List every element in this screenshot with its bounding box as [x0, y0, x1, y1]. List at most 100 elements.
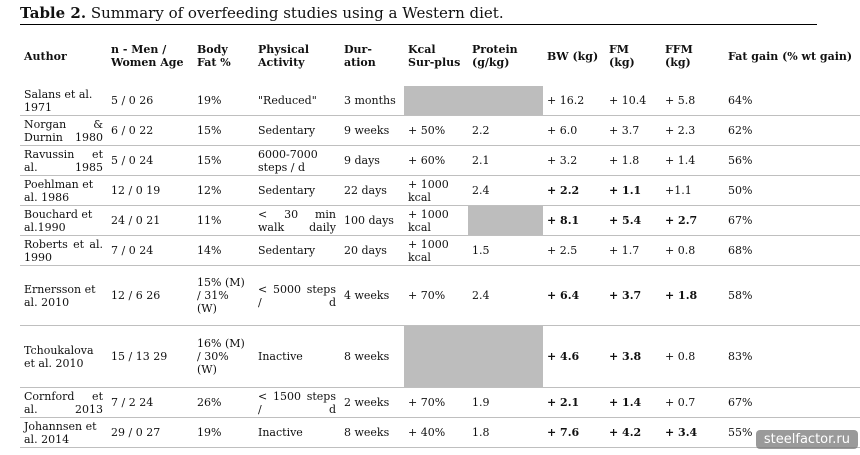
cell-bw: + 2.5 — [543, 235, 605, 266]
cell-ffm: + 3.4 — [661, 417, 724, 448]
cell-n: 7 / 2 24 — [107, 387, 193, 418]
table-row: Ernersson et al. 2010 12 / 6 26 15% (M) … — [20, 265, 860, 326]
cell-ffm: + 0.7 — [661, 387, 724, 418]
cell-bw: + 16.2 — [543, 85, 605, 116]
cell-protein — [468, 325, 543, 388]
cell-activity: Inactive — [254, 417, 340, 448]
watermark: steelfactor.ru — [755, 430, 858, 449]
cell-bodyfat: 11% — [193, 205, 254, 236]
cell-activity: < 1500 steps / d — [254, 387, 340, 418]
table-row: Poehlman et al. 1986 12 / 0 19 12% Seden… — [20, 175, 860, 206]
cell-bodyfat: 14% — [193, 235, 254, 266]
table-caption: Table 2. Summary of overfeeding studies … — [20, 4, 504, 22]
header-bodyfat: Body Fat % — [197, 43, 231, 69]
cell-fatgain: 67% — [724, 387, 860, 418]
table-caption-label: Table 2. — [20, 4, 87, 22]
cell-bodyfat: 12% — [193, 175, 254, 206]
cell-activity: Sedentary — [254, 115, 340, 146]
cell-ffm: + 2.7 — [661, 205, 724, 236]
cell-kcal: + 60% — [404, 145, 468, 176]
cell-n: 7 / 0 24 — [107, 235, 193, 266]
cell-activity: Sedentary — [254, 175, 340, 206]
cell-fatgain: 83% — [724, 325, 860, 388]
cell-fm: + 3.7 — [605, 115, 661, 146]
cell-bw: + 2.1 — [543, 387, 605, 418]
cell-author: Cornford et al. 2013 — [20, 387, 107, 418]
cell-bw: + 7.6 — [543, 417, 605, 448]
cell-duration: 9 weeks — [340, 115, 404, 146]
table-row: Roberts et al. 1990 7 / 0 24 14% Sedenta… — [20, 235, 860, 266]
cell-bodyfat: 16% (M) / 30% (W) — [193, 325, 254, 388]
cell-ffm: + 1.8 — [661, 265, 724, 326]
cell-protein: 2.4 — [468, 175, 543, 206]
cell-fm: + 1.4 — [605, 387, 661, 418]
cell-duration: 20 days — [340, 235, 404, 266]
table-row: Cornford et al. 2013 7 / 2 24 26% < 1500… — [20, 387, 860, 418]
header-ffm: FFM (kg) — [665, 43, 693, 69]
cell-ffm: + 2.3 — [661, 115, 724, 146]
cell-duration: 9 days — [340, 145, 404, 176]
cell-n: 5 / 0 24 — [107, 145, 193, 176]
cell-bodyfat: 26% — [193, 387, 254, 418]
cell-kcal: + 1000 kcal — [404, 205, 468, 236]
header-kcal: Kcal Sur-plus — [408, 43, 461, 69]
cell-bw: + 2.2 — [543, 175, 605, 206]
cell-bodyfat: 19% — [193, 417, 254, 448]
cell-duration: 3 months — [340, 85, 404, 116]
cell-bw: + 4.6 — [543, 325, 605, 388]
cell-author: Johannsen et al. 2014 — [20, 417, 107, 448]
cell-duration: 4 weeks — [340, 265, 404, 326]
cell-protein — [468, 85, 543, 116]
cell-n: 6 / 0 22 — [107, 115, 193, 146]
cell-author: Norgan & Durnin 1980 — [20, 115, 107, 146]
table-caption-text: Summary of overfeeding studies using a W… — [90, 4, 504, 22]
header-bw: BW (kg) — [547, 49, 599, 63]
cell-kcal: + 1000 kcal — [404, 175, 468, 206]
cell-n: 12 / 6 26 — [107, 265, 193, 326]
header-fatgain: Fat gain (% wt gain) — [728, 49, 853, 63]
cell-n: 24 / 0 21 — [107, 205, 193, 236]
cell-fm: + 4.2 — [605, 417, 661, 448]
header-n: n - Men / Women Age — [111, 43, 184, 69]
table-row: Salans et al. 1971 5 / 0 26 19% "Reduced… — [20, 85, 860, 116]
cell-fatgain: 68% — [724, 235, 860, 266]
cell-activity: "Reduced" — [254, 85, 340, 116]
cell-author: Salans et al. 1971 — [20, 85, 107, 116]
cell-ffm: + 0.8 — [661, 325, 724, 388]
header-row: Author n - Men / Women Age Body Fat % Ph… — [20, 27, 860, 86]
table-row: Bouchard et al.1990 24 / 0 21 11% < 30 m… — [20, 205, 860, 236]
cell-author: Ernersson et al. 2010 — [20, 265, 107, 326]
table-row: Norgan & Durnin 1980 6 / 0 22 15% Sedent… — [20, 115, 860, 146]
cell-fm: + 3.8 — [605, 325, 661, 388]
cell-duration: 2 weeks — [340, 387, 404, 418]
cell-kcal — [404, 85, 468, 116]
cell-n: 5 / 0 26 — [107, 85, 193, 116]
cell-kcal — [404, 325, 468, 388]
cell-kcal: + 1000 kcal — [404, 235, 468, 266]
cell-bw: + 6.4 — [543, 265, 605, 326]
cell-author: Bouchard et al.1990 — [20, 205, 107, 236]
cell-bodyfat: 15% (M) / 31% (W) — [193, 265, 254, 326]
cell-fm: + 3.7 — [605, 265, 661, 326]
cell-author: Roberts et al. 1990 — [20, 235, 107, 266]
cell-activity: < 5000 steps / d — [254, 265, 340, 326]
cell-author: Poehlman et al. 1986 — [20, 175, 107, 206]
cell-protein: 1.5 — [468, 235, 543, 266]
cell-activity: 6000-7000 steps / d — [254, 145, 340, 176]
cell-n: 12 / 0 19 — [107, 175, 193, 206]
cell-activity: Sedentary — [254, 235, 340, 266]
overfeeding-table: Author n - Men / Women Age Body Fat % Ph… — [20, 27, 860, 448]
cell-protein — [468, 205, 543, 236]
cell-protein: 2.4 — [468, 265, 543, 326]
cell-fatgain: 64% — [724, 85, 860, 116]
cell-ffm: + 0.8 — [661, 235, 724, 266]
table-row: Johannsen et al. 2014 29 / 0 27 19% Inac… — [20, 417, 860, 448]
cell-fatgain: 58% — [724, 265, 860, 326]
cell-duration: 8 weeks — [340, 417, 404, 448]
cell-fm: + 5.4 — [605, 205, 661, 236]
cell-kcal: + 70% — [404, 265, 468, 326]
cell-protein: 2.2 — [468, 115, 543, 146]
cell-fm: + 1.8 — [605, 145, 661, 176]
cell-ffm: + 1.4 — [661, 145, 724, 176]
table-row: Tchoukalova et al. 2010 15 / 13 29 16% (… — [20, 325, 860, 388]
